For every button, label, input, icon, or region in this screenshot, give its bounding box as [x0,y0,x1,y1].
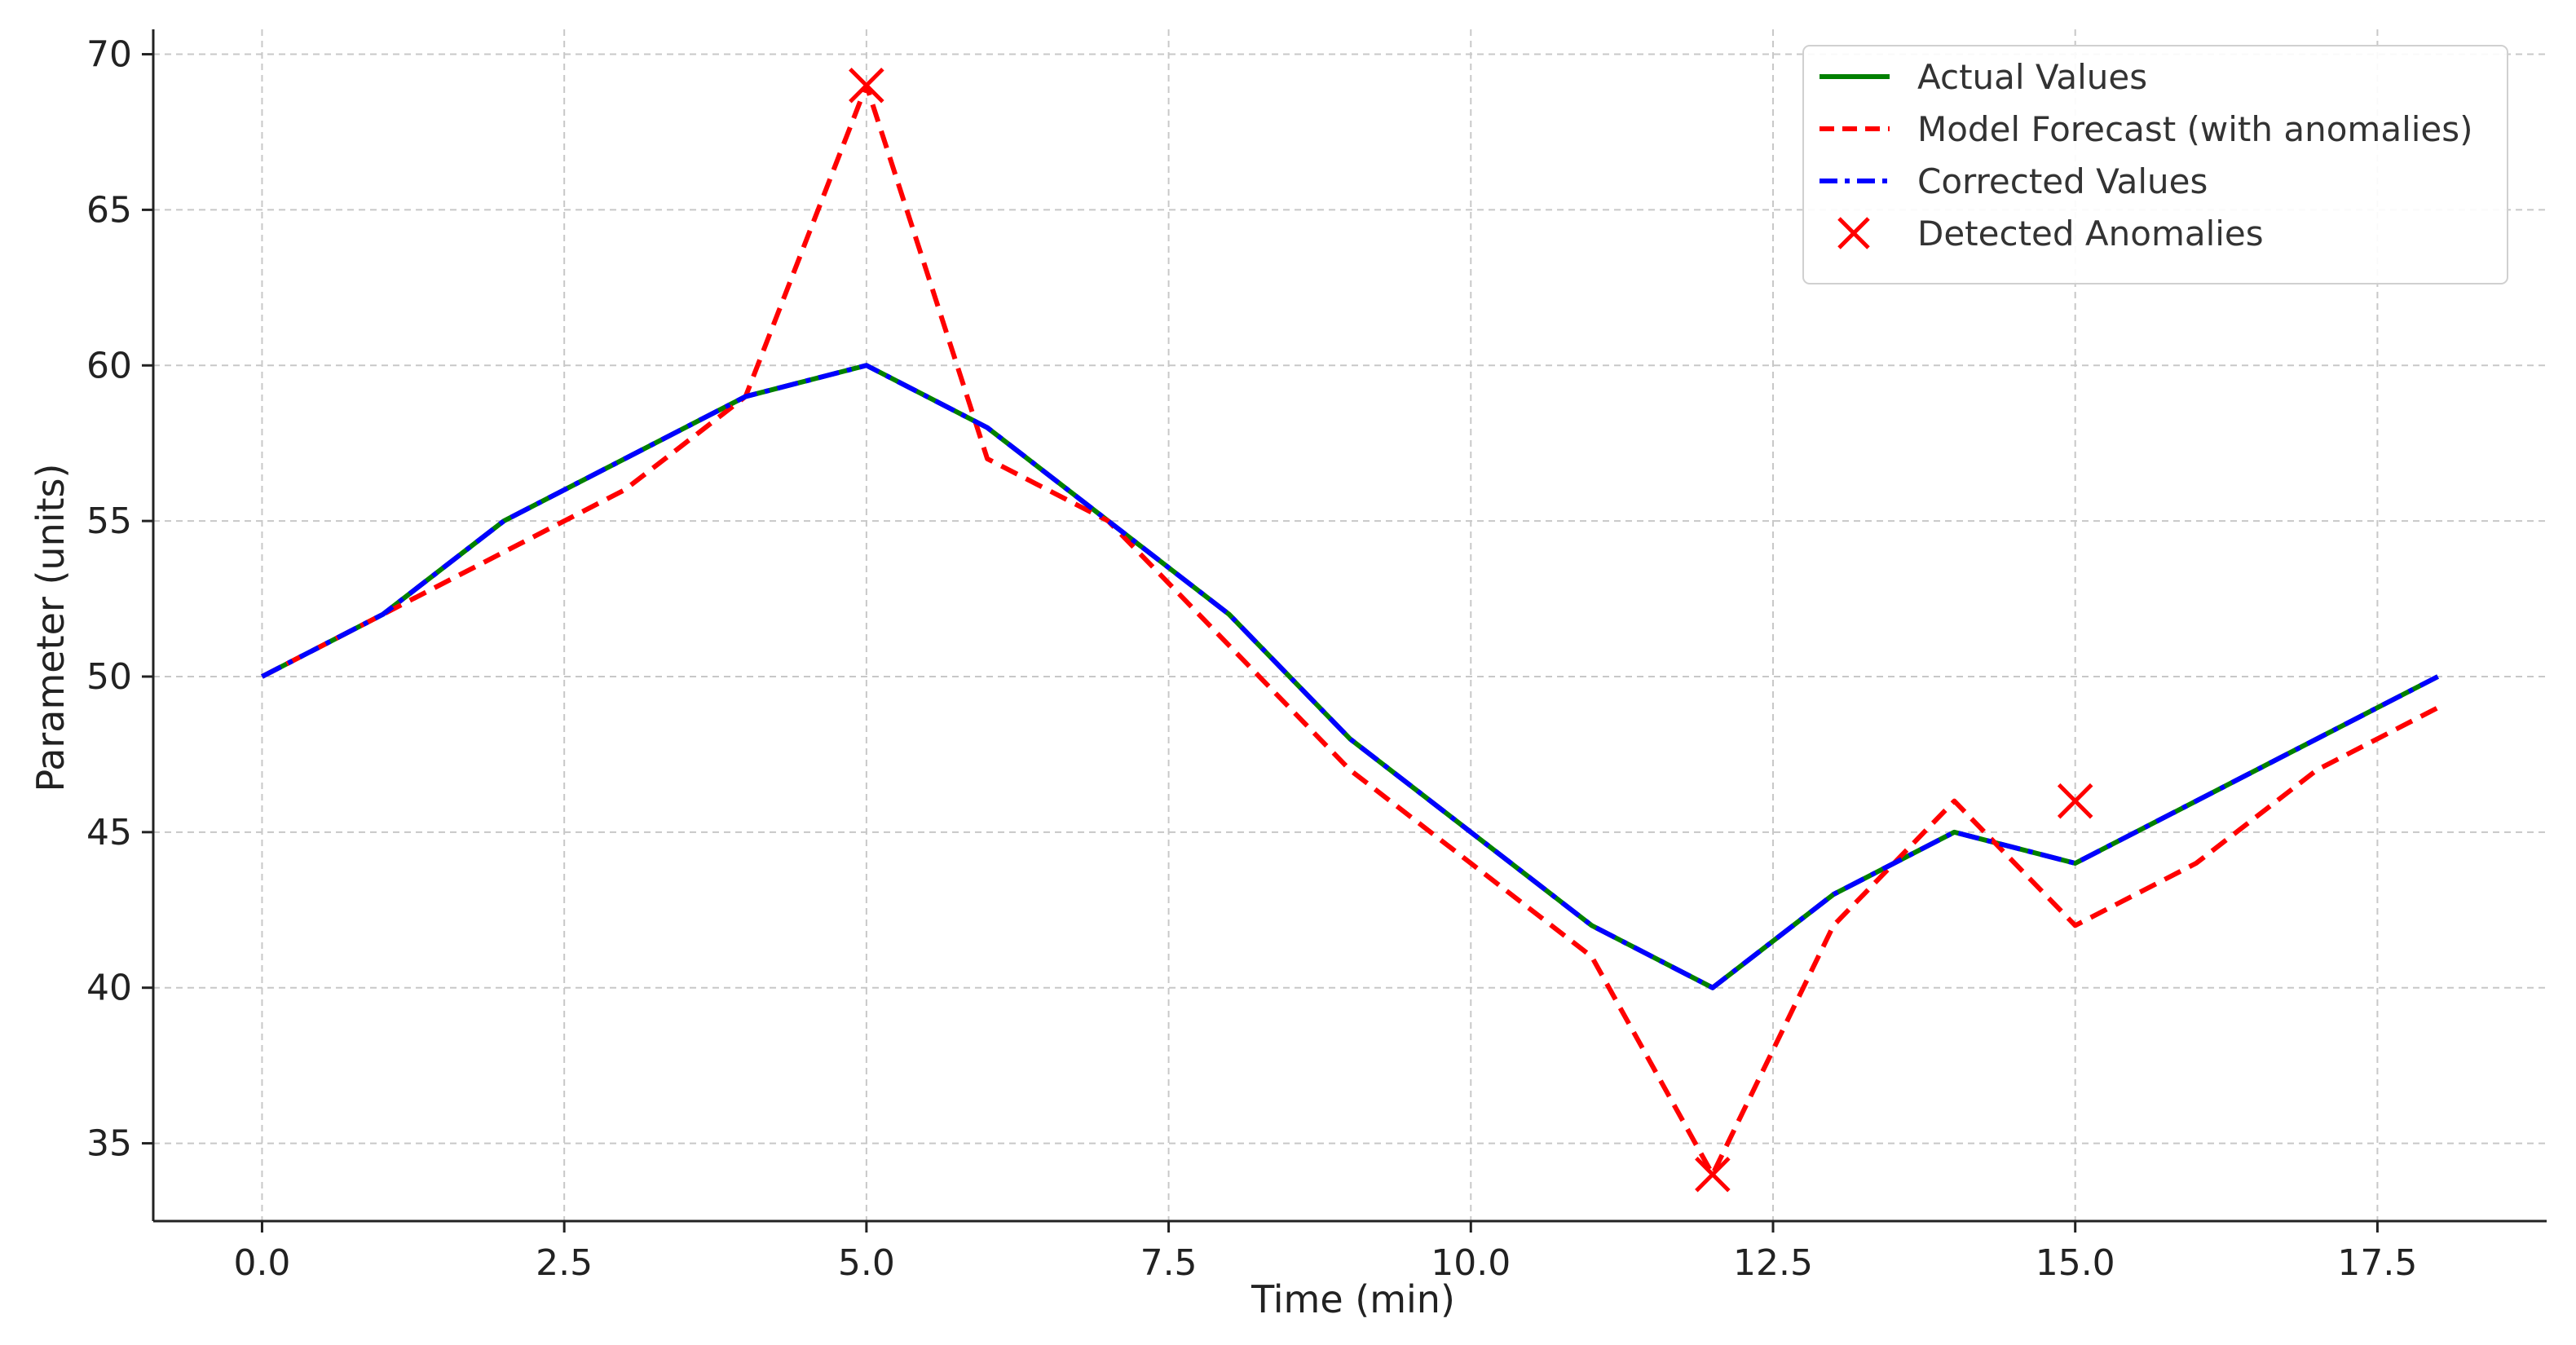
x-tick-label: 2.5 [536,1242,593,1284]
y-tick-label: 65 [86,189,132,231]
legend-entry: Corrected Values [1820,161,2208,201]
x-tick-label: 10.0 [1431,1242,1511,1284]
x-axis-title: Time (min) [1251,1277,1455,1321]
y-axis-title: Parameter (units) [29,464,73,792]
legend: Actual Values Model Forecast (with anomal… [1802,45,2508,284]
x-tick-label: 5.0 [838,1242,895,1284]
legend-label: Detected Anomalies [1917,214,2264,254]
y-tick-label: 60 [86,345,132,386]
legend-entry: Detected Anomalies [1837,214,2264,254]
y-tick-label: 40 [86,968,132,1009]
series-line-1 [261,82,2439,1177]
x-tick-label: 15.0 [2036,1242,2115,1284]
legend-entry: Actual Values [1820,57,2147,97]
y-tick-label: 70 [86,34,132,76]
legend-marker-icon [1837,217,1870,249]
x-tick-label: 12.5 [1733,1242,1813,1284]
series-line-2 [261,363,2439,990]
y-tick-label: 50 [86,656,132,698]
anomaly-marker [1695,1156,1731,1193]
x-tick-label: 0.0 [233,1242,290,1284]
axes [152,29,2547,1223]
x-tick-label: 17.5 [2337,1242,2417,1284]
legend-label: Model Forecast (with anomalies) [1917,109,2473,149]
anomaly-marker [2057,783,2093,819]
anomaly-marker-stroke [1695,1156,1731,1193]
series-lines [261,82,2439,1177]
legend-label: Actual Values [1917,57,2147,97]
y-tick-label: 35 [86,1123,132,1165]
anomaly-marker [849,67,884,104]
legend-entry: Model Forecast (with anomalies) [1820,109,2473,149]
anomaly-marker-stroke [849,67,884,104]
x-tick-label: 7.5 [1140,1242,1198,1284]
legend-label: Corrected Values [1917,161,2208,201]
tick-labels: 0.0 2.5 5.0 7.5 10.0 12.5 15.0 17.5 35 40 45 50 55 60… [86,34,2417,1284]
y-tick-label: 55 [86,501,132,542]
legend-box [1802,45,2508,284]
y-tick-label: 45 [86,812,132,853]
anomaly-markers [849,67,2093,1193]
anomaly-marker-stroke [2057,783,2093,819]
